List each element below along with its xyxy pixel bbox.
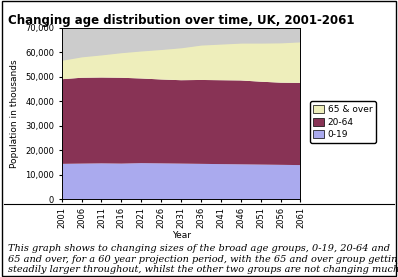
Title: Changing age distribution over time, UK, 2001-2061: Changing age distribution over time, UK,…	[8, 14, 354, 27]
Text: This graph shows to changing sizes of the broad age groups, 0-19, 20-64 and
65 a: This graph shows to changing sizes of th…	[8, 244, 398, 274]
Legend: 65 & over, 20-64, 0-19: 65 & over, 20-64, 0-19	[310, 101, 376, 143]
X-axis label: Year: Year	[172, 231, 191, 240]
Y-axis label: Population in thousands: Population in thousands	[10, 59, 20, 168]
